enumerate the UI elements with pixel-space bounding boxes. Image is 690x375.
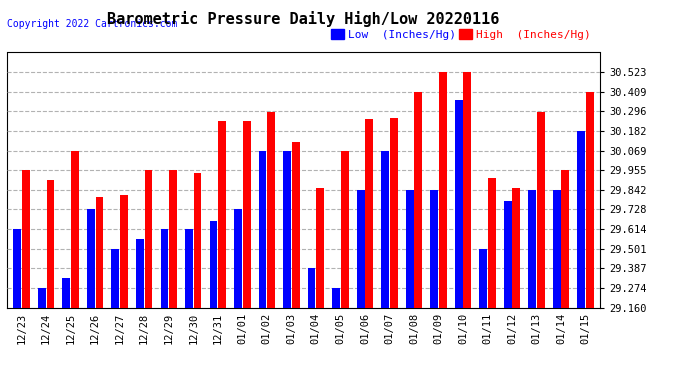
Legend: Low  (Inches/Hg), High  (Inches/Hg): Low (Inches/Hg), High (Inches/Hg) xyxy=(326,25,595,44)
Bar xyxy=(185,229,193,308)
Bar xyxy=(480,249,487,308)
Bar xyxy=(145,170,152,308)
Bar xyxy=(13,229,21,308)
Bar xyxy=(455,100,462,308)
Bar xyxy=(259,151,266,308)
Text: Copyright 2022 Cartronics.com: Copyright 2022 Cartronics.com xyxy=(7,20,177,29)
Bar xyxy=(504,201,512,308)
Bar xyxy=(529,190,536,308)
Bar xyxy=(406,190,413,308)
Bar xyxy=(38,288,46,308)
Bar xyxy=(431,190,438,308)
Bar xyxy=(537,111,545,308)
Bar xyxy=(218,121,226,308)
Bar xyxy=(234,209,242,308)
Bar xyxy=(365,119,373,308)
Bar xyxy=(283,151,291,308)
Text: Barometric Pressure Daily High/Low 20220116: Barometric Pressure Daily High/Low 20220… xyxy=(108,11,500,27)
Bar xyxy=(161,229,168,308)
Bar xyxy=(562,170,569,308)
Bar xyxy=(381,151,389,308)
Bar xyxy=(553,190,561,308)
Bar xyxy=(316,188,324,308)
Bar xyxy=(513,188,520,308)
Bar xyxy=(62,278,70,308)
Bar xyxy=(95,197,104,308)
Bar xyxy=(586,92,594,308)
Bar xyxy=(439,72,446,308)
Bar xyxy=(22,170,30,308)
Bar xyxy=(46,180,55,308)
Bar xyxy=(136,239,144,308)
Bar xyxy=(71,151,79,308)
Bar xyxy=(210,221,217,308)
Bar xyxy=(341,151,348,308)
Bar xyxy=(488,178,495,308)
Bar xyxy=(243,121,250,308)
Bar xyxy=(390,118,397,308)
Bar xyxy=(87,209,95,308)
Bar xyxy=(169,170,177,308)
Bar xyxy=(464,72,471,308)
Bar xyxy=(308,268,315,308)
Bar xyxy=(292,142,299,308)
Bar xyxy=(112,249,119,308)
Bar xyxy=(194,173,201,308)
Bar xyxy=(332,288,340,308)
Bar xyxy=(357,190,364,308)
Bar xyxy=(414,92,422,308)
Bar xyxy=(267,111,275,308)
Bar xyxy=(578,131,585,308)
Bar xyxy=(120,195,128,308)
